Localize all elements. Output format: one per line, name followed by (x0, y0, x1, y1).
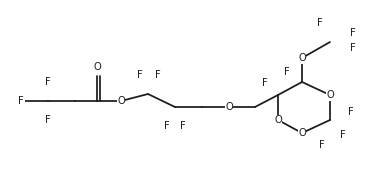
Text: O: O (298, 128, 306, 138)
Text: F: F (350, 28, 356, 38)
Text: F: F (45, 77, 51, 87)
Text: F: F (317, 18, 323, 28)
Text: F: F (319, 140, 325, 150)
Text: O: O (117, 96, 125, 106)
Text: F: F (340, 130, 346, 140)
Text: F: F (284, 67, 290, 77)
Text: O: O (274, 115, 282, 125)
Text: O: O (298, 53, 306, 63)
Text: F: F (262, 78, 268, 88)
Text: F: F (137, 70, 143, 80)
Text: O: O (225, 102, 233, 112)
Text: F: F (155, 70, 161, 80)
Text: F: F (348, 107, 354, 117)
Text: F: F (164, 121, 170, 131)
Text: F: F (18, 96, 24, 106)
Text: F: F (45, 115, 51, 125)
Text: O: O (93, 62, 101, 72)
Text: O: O (326, 90, 334, 100)
Text: F: F (350, 43, 356, 53)
Text: F: F (180, 121, 186, 131)
